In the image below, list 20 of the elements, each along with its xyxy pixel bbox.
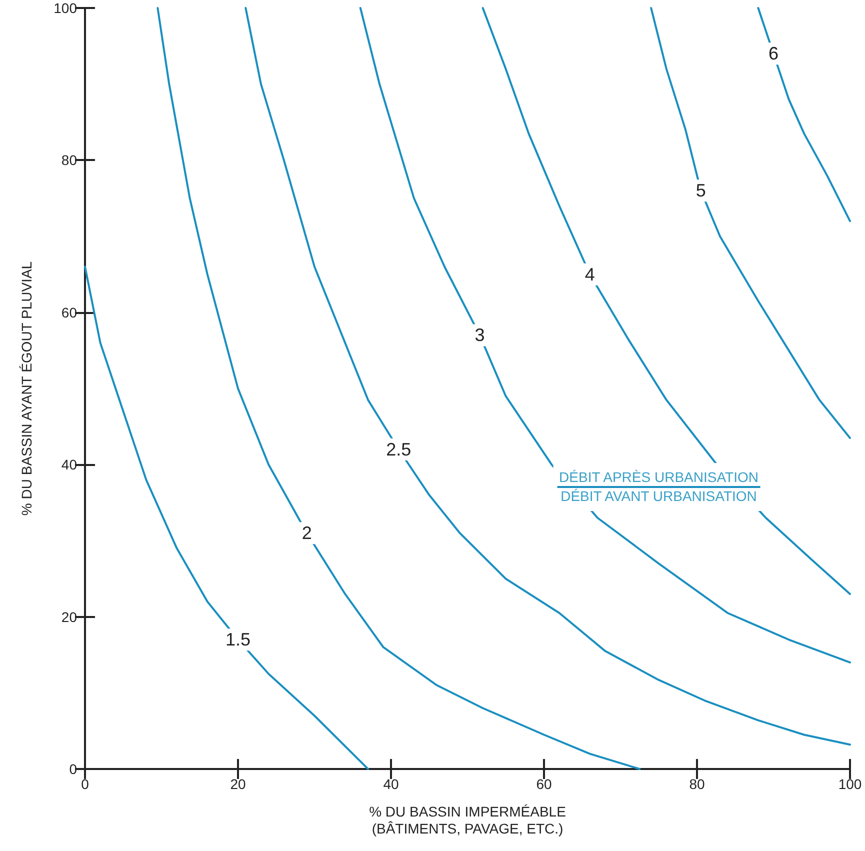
series-label: 6 (768, 44, 779, 64)
x-tick-label: 100 (838, 776, 862, 792)
series-label: 3 (474, 325, 485, 346)
y-axis-title: % DU BASSIN AYANT ÉGOUT PLUVIAL (18, 261, 34, 516)
y-tick-label: 100 (54, 0, 78, 16)
line-series (84, 266, 370, 770)
x-tick-label: 0 (81, 776, 90, 792)
x-axis-title: % DU BASSIN IMPERMÉABLE (BÂTIMENTS, PAVAGE, ETC.) (369, 804, 566, 836)
series-label: 4 (584, 264, 595, 284)
line-series (757, 7, 851, 222)
line-series (650, 7, 851, 439)
x-tick-label: 40 (383, 776, 399, 792)
annotation: DÉBIT AVANT URBANISATION (560, 488, 758, 506)
x-tick-label: 80 (689, 776, 705, 792)
line-series (359, 7, 851, 664)
series-label: 5 (696, 180, 706, 201)
x-tick-label: 60 (536, 776, 552, 792)
annotation: DÉBIT APRÈS URBANISATION (557, 469, 760, 488)
x-tick-label: 20 (230, 776, 246, 792)
series-label: 2 (302, 523, 312, 544)
